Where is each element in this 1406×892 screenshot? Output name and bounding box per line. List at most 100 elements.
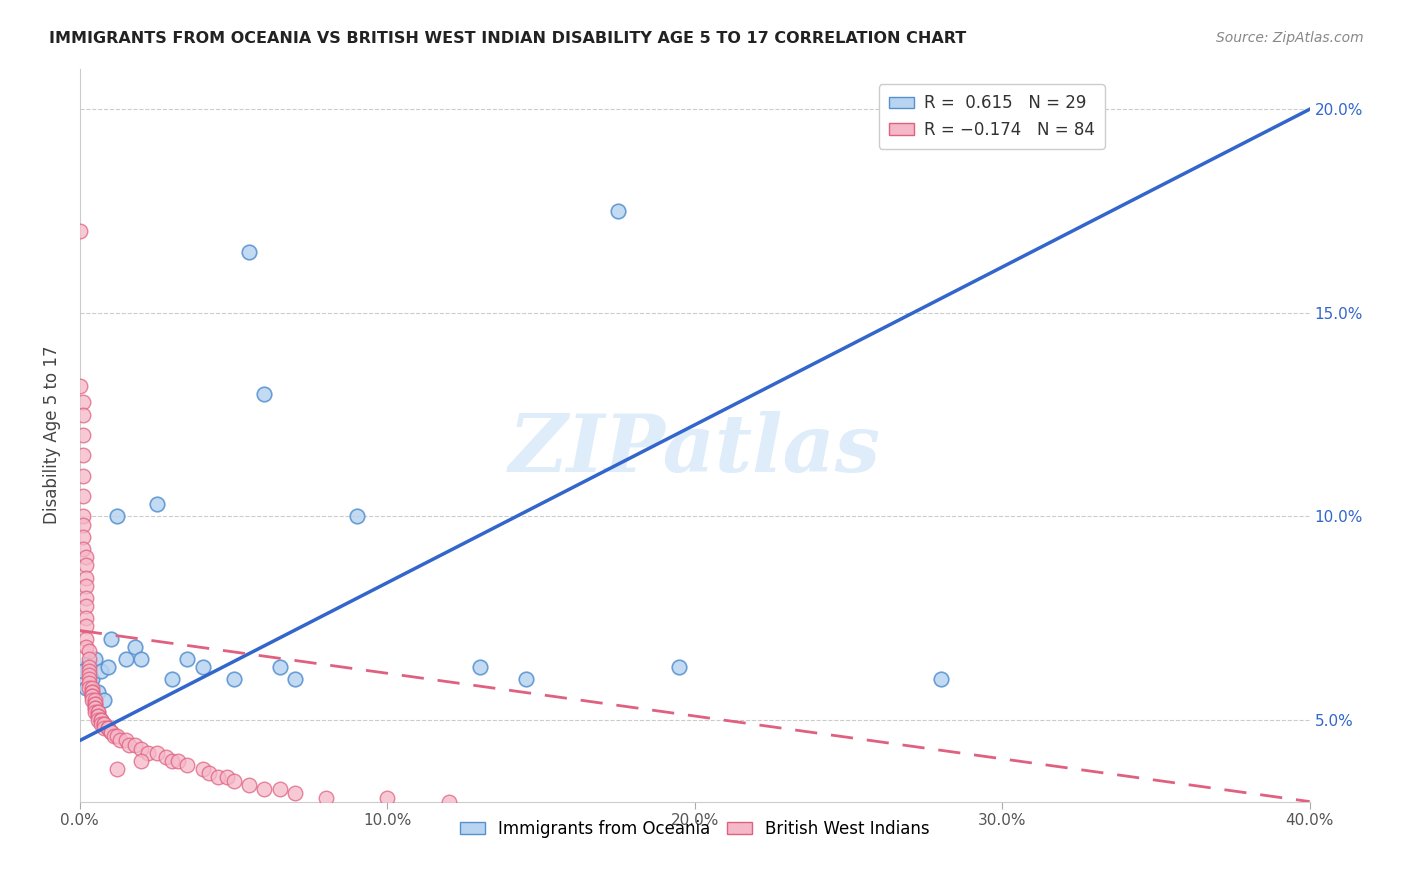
- Point: [72, 542, 94, 557]
- Point: [75, 640, 97, 654]
- Point: [269, 660, 291, 674]
- Point: [82, 684, 104, 698]
- Point: [253, 782, 276, 797]
- Point: [269, 782, 291, 797]
- Point: [606, 204, 628, 219]
- Point: [77, 660, 100, 674]
- Point: [75, 550, 97, 565]
- Point: [145, 746, 167, 760]
- Point: [77, 652, 100, 666]
- Point: [131, 741, 153, 756]
- Point: [84, 701, 107, 715]
- Point: [437, 795, 460, 809]
- Point: [69, 379, 91, 393]
- Legend: Immigrants from Oceania, British West Indians: Immigrants from Oceania, British West In…: [453, 814, 936, 845]
- Point: [90, 713, 112, 727]
- Point: [90, 713, 112, 727]
- Point: [72, 408, 94, 422]
- Point: [90, 717, 112, 731]
- Text: IMMIGRANTS FROM OCEANIA VS BRITISH WEST INDIAN DISABILITY AGE 5 TO 17 CORRELATIO: IMMIGRANTS FROM OCEANIA VS BRITISH WEST …: [49, 31, 966, 46]
- Point: [346, 509, 368, 524]
- Point: [82, 673, 104, 687]
- Point: [253, 387, 276, 401]
- Point: [100, 725, 122, 739]
- Point: [72, 665, 94, 679]
- Point: [84, 701, 107, 715]
- Point: [96, 721, 118, 735]
- Point: [75, 599, 97, 613]
- Point: [145, 497, 167, 511]
- Point: [72, 468, 94, 483]
- Point: [72, 517, 94, 532]
- Point: [82, 689, 104, 703]
- Point: [77, 673, 100, 687]
- Point: [72, 449, 94, 463]
- Point: [96, 660, 118, 674]
- Point: [118, 738, 141, 752]
- Point: [77, 681, 100, 695]
- Point: [105, 762, 128, 776]
- Point: [468, 660, 491, 674]
- Y-axis label: Disability Age 5 to 17: Disability Age 5 to 17: [44, 346, 60, 524]
- Point: [75, 681, 97, 695]
- Point: [238, 244, 260, 259]
- Point: [77, 656, 100, 670]
- Point: [75, 591, 97, 605]
- Point: [84, 697, 107, 711]
- Point: [131, 652, 153, 666]
- Point: [103, 730, 125, 744]
- Point: [87, 684, 110, 698]
- Point: [93, 692, 115, 706]
- Point: [105, 730, 128, 744]
- Point: [75, 558, 97, 573]
- Point: [75, 571, 97, 585]
- Point: [167, 754, 190, 768]
- Point: [100, 632, 122, 646]
- Point: [284, 786, 307, 800]
- Point: [75, 579, 97, 593]
- Point: [93, 721, 115, 735]
- Point: [131, 754, 153, 768]
- Point: [87, 709, 110, 723]
- Point: [176, 652, 198, 666]
- Point: [198, 766, 221, 780]
- Point: [82, 692, 104, 706]
- Point: [84, 652, 107, 666]
- Point: [115, 733, 138, 747]
- Point: [160, 673, 183, 687]
- Point: [77, 668, 100, 682]
- Point: [69, 224, 91, 238]
- Point: [87, 705, 110, 719]
- Point: [217, 770, 239, 784]
- Point: [105, 509, 128, 524]
- Point: [72, 489, 94, 503]
- Point: [160, 754, 183, 768]
- Point: [82, 684, 104, 698]
- Point: [93, 717, 115, 731]
- Point: [207, 770, 229, 784]
- Point: [284, 673, 307, 687]
- Point: [222, 673, 245, 687]
- Point: [84, 705, 107, 719]
- Point: [87, 705, 110, 719]
- Point: [72, 395, 94, 409]
- Point: [100, 725, 122, 739]
- Point: [72, 530, 94, 544]
- Point: [515, 673, 537, 687]
- Point: [191, 660, 214, 674]
- Point: [115, 652, 138, 666]
- Point: [75, 611, 97, 625]
- Point: [87, 713, 110, 727]
- Text: ZIPatlas: ZIPatlas: [509, 411, 880, 489]
- Point: [72, 428, 94, 442]
- Point: [136, 746, 159, 760]
- Point: [82, 689, 104, 703]
- Point: [96, 721, 118, 735]
- Point: [108, 733, 131, 747]
- Point: [77, 665, 100, 679]
- Point: [375, 790, 398, 805]
- Point: [929, 673, 952, 687]
- Point: [84, 697, 107, 711]
- Point: [176, 758, 198, 772]
- Point: [77, 644, 100, 658]
